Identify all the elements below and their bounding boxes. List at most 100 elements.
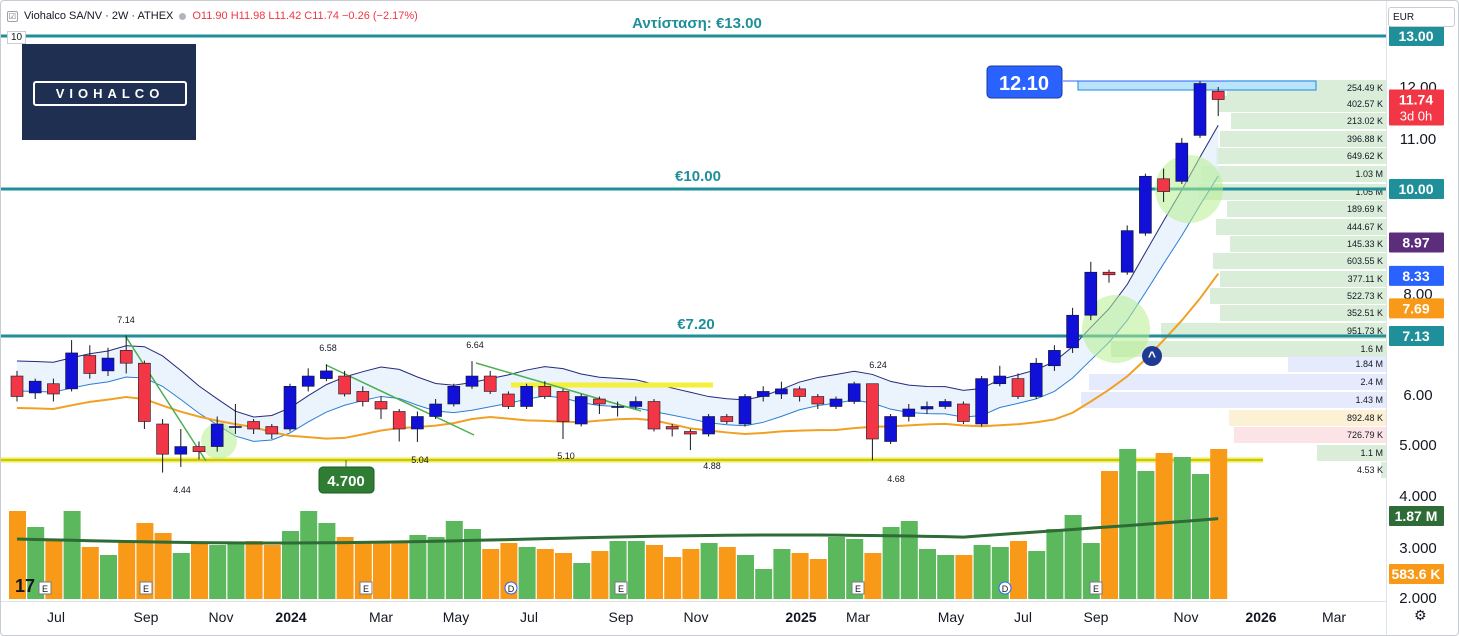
volume-profile-label: 254.49 K — [1347, 83, 1383, 93]
candle-body — [611, 406, 624, 408]
volume-bar — [518, 547, 536, 599]
volume-profile-label: 145.33 K — [1347, 239, 1383, 249]
target-box-label: 12.10 — [999, 73, 1049, 95]
volume-profile-bar — [1210, 288, 1386, 304]
candle-body — [938, 401, 952, 407]
candle-body — [447, 386, 461, 405]
x-axis-tick-label: Sep — [609, 609, 634, 625]
earnings-marker-icon — [851, 581, 865, 595]
price-badge-label: 13.00 — [1398, 28, 1433, 44]
price-badge — [1389, 326, 1444, 346]
candle-body — [320, 370, 333, 379]
y-axis-tick-label: 5.000 — [1399, 437, 1437, 454]
volume-profile-bar — [1089, 374, 1386, 390]
study-count-badge[interactable]: 10 — [7, 31, 27, 44]
candle-body — [502, 393, 515, 407]
volume-bar — [263, 545, 281, 599]
volume-bar — [755, 569, 773, 599]
event-marker-label: E — [1093, 584, 1099, 594]
earnings-marker-icon — [359, 581, 373, 595]
volume-bar — [191, 543, 208, 599]
volume-profile-label: 1.03 M — [1355, 169, 1383, 179]
candle-body — [1066, 314, 1079, 349]
volume-profile-bar — [1201, 166, 1386, 182]
volume-profile-bar — [1381, 462, 1386, 478]
volume-profile-bar — [1231, 113, 1386, 129]
volume-profile-bar — [1317, 445, 1386, 461]
company-logo: VIOHALCO — [22, 44, 196, 140]
volume-profile-label: 352.51 K — [1347, 308, 1383, 318]
support-box-label: 4.700 — [327, 473, 365, 490]
volume-bar — [1119, 449, 1137, 599]
volume-bar — [227, 543, 245, 599]
volume-profile-bar — [1234, 427, 1386, 443]
volume-bar — [118, 541, 136, 599]
event-marker-label: E — [143, 584, 149, 594]
volume-bar — [828, 537, 845, 599]
volume-profile-label: 522.73 K — [1347, 291, 1383, 301]
symbol-title[interactable]: Viohalco SA/NV · 2W · ATHEX — [24, 10, 174, 22]
y-axis-tick-label: 3.000 — [1399, 540, 1437, 557]
price-badge — [1389, 179, 1444, 199]
event-marker-label: D — [1002, 584, 1009, 594]
candle-body — [975, 378, 988, 425]
volume-bar — [172, 553, 190, 599]
candle-body — [829, 398, 843, 407]
candle-body — [156, 423, 169, 455]
candle-body — [647, 401, 661, 430]
x-axis-tick-label: Nov — [684, 609, 709, 625]
price-pane[interactable]: 254.49 K 402.57 K 213.02 K 396.88 K 649.62 K… — [1, 1, 1444, 625]
candle-body — [756, 391, 770, 397]
volume-ma-line — [16, 517, 1219, 545]
volume-profile-label: 1.6 M — [1360, 344, 1383, 354]
price-badge-label: 10.00 — [1398, 181, 1433, 197]
volume-profile-bar — [1220, 271, 1386, 287]
candle-body — [101, 357, 115, 372]
candle-body — [10, 375, 24, 397]
market-status-icon — [179, 12, 187, 20]
x-axis-tick-label: 2024 — [275, 609, 306, 625]
volume-bar — [664, 557, 682, 599]
x-axis-tick-label: Jul — [1014, 609, 1032, 625]
currency-selector[interactable]: EUR — [1388, 7, 1455, 27]
volume-bar — [154, 533, 172, 599]
event-marker-label: E — [363, 584, 369, 594]
candle-body — [301, 375, 315, 387]
volume-profile-label: 892.48 K — [1347, 413, 1383, 423]
volume-bar — [27, 527, 45, 599]
candle-body — [1120, 230, 1134, 273]
candle-body — [210, 423, 224, 447]
volume-bar — [591, 551, 609, 599]
settings-icon[interactable]: ⚙ — [1414, 607, 1427, 623]
volume-bar — [700, 543, 718, 599]
volume-bar — [445, 521, 463, 599]
candle-body — [28, 380, 42, 394]
volume-bar — [973, 545, 991, 599]
volume-bar — [791, 553, 809, 599]
tradingview-logo-icon[interactable]: 17 — [15, 576, 36, 596]
candle-body — [738, 396, 752, 425]
price-badge — [1389, 564, 1444, 584]
volume-bar — [409, 535, 427, 599]
high-low-label: 4.68 — [887, 474, 905, 484]
x-axis-tick-label: Jul — [520, 609, 538, 625]
volume-profile-bar — [1288, 356, 1386, 372]
x-axis-tick-label: Nov — [209, 609, 234, 625]
volume-profile-label: 2.4 M — [1360, 377, 1383, 387]
x-axis-tick-label: Sep — [134, 609, 159, 625]
x-axis-tick-label: Sep — [1084, 609, 1109, 625]
volume-profile-bar — [1220, 131, 1386, 147]
x-axis-tick-label: Jul — [47, 609, 65, 625]
volume-bar — [209, 545, 227, 599]
volume-profile-bar — [1216, 219, 1386, 235]
x-axis-tick-label: May — [938, 609, 964, 625]
price-badge — [1389, 265, 1444, 286]
y-axis-border — [1386, 1, 1387, 635]
candle-body — [993, 375, 1007, 385]
candle-body — [1139, 175, 1152, 234]
volume-bar — [1155, 453, 1173, 599]
collapse-icon[interactable]: ☑ — [7, 10, 18, 22]
volume-bar — [1173, 457, 1191, 599]
